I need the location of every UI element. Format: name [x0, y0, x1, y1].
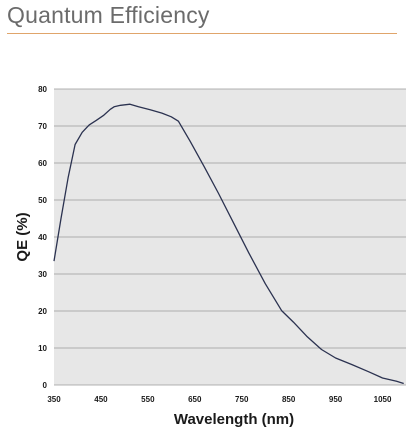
y-tick-label: 30 [38, 270, 47, 279]
y-tick-label: 0 [43, 381, 48, 390]
gridlines [54, 88, 406, 386]
y-tick-label: 60 [38, 159, 47, 168]
x-tick-label: 1050 [374, 395, 392, 404]
x-tick-label: 850 [282, 395, 296, 404]
x-tick-label: 750 [235, 395, 249, 404]
x-tick-label: 450 [94, 395, 108, 404]
x-tick-label: 550 [141, 395, 155, 404]
series-line-0 [53, 103, 404, 385]
title-divider [7, 33, 397, 34]
x-axis-title: Wavelength (nm) [174, 411, 294, 428]
x-tick-labels: 350 450 550 650 750 850 950 1050 [47, 395, 392, 404]
y-tick-label: 20 [38, 307, 47, 316]
y-tick-label: 10 [38, 344, 47, 353]
y-tick-label: 70 [38, 122, 47, 131]
y-tick-label: 80 [38, 85, 47, 94]
y-tick-labels: 0 10 20 30 40 50 60 70 80 [38, 85, 47, 390]
y-tick-label: 50 [38, 196, 47, 205]
x-tick-label: 350 [47, 395, 61, 404]
x-tick-label: 650 [188, 395, 202, 404]
y-tick-label: 40 [38, 233, 47, 242]
series-group [53, 103, 404, 385]
y-axis-title: QE (%) [14, 212, 31, 261]
page-title: Quantum Efficiency [7, 2, 210, 28]
x-tick-label: 950 [329, 395, 343, 404]
